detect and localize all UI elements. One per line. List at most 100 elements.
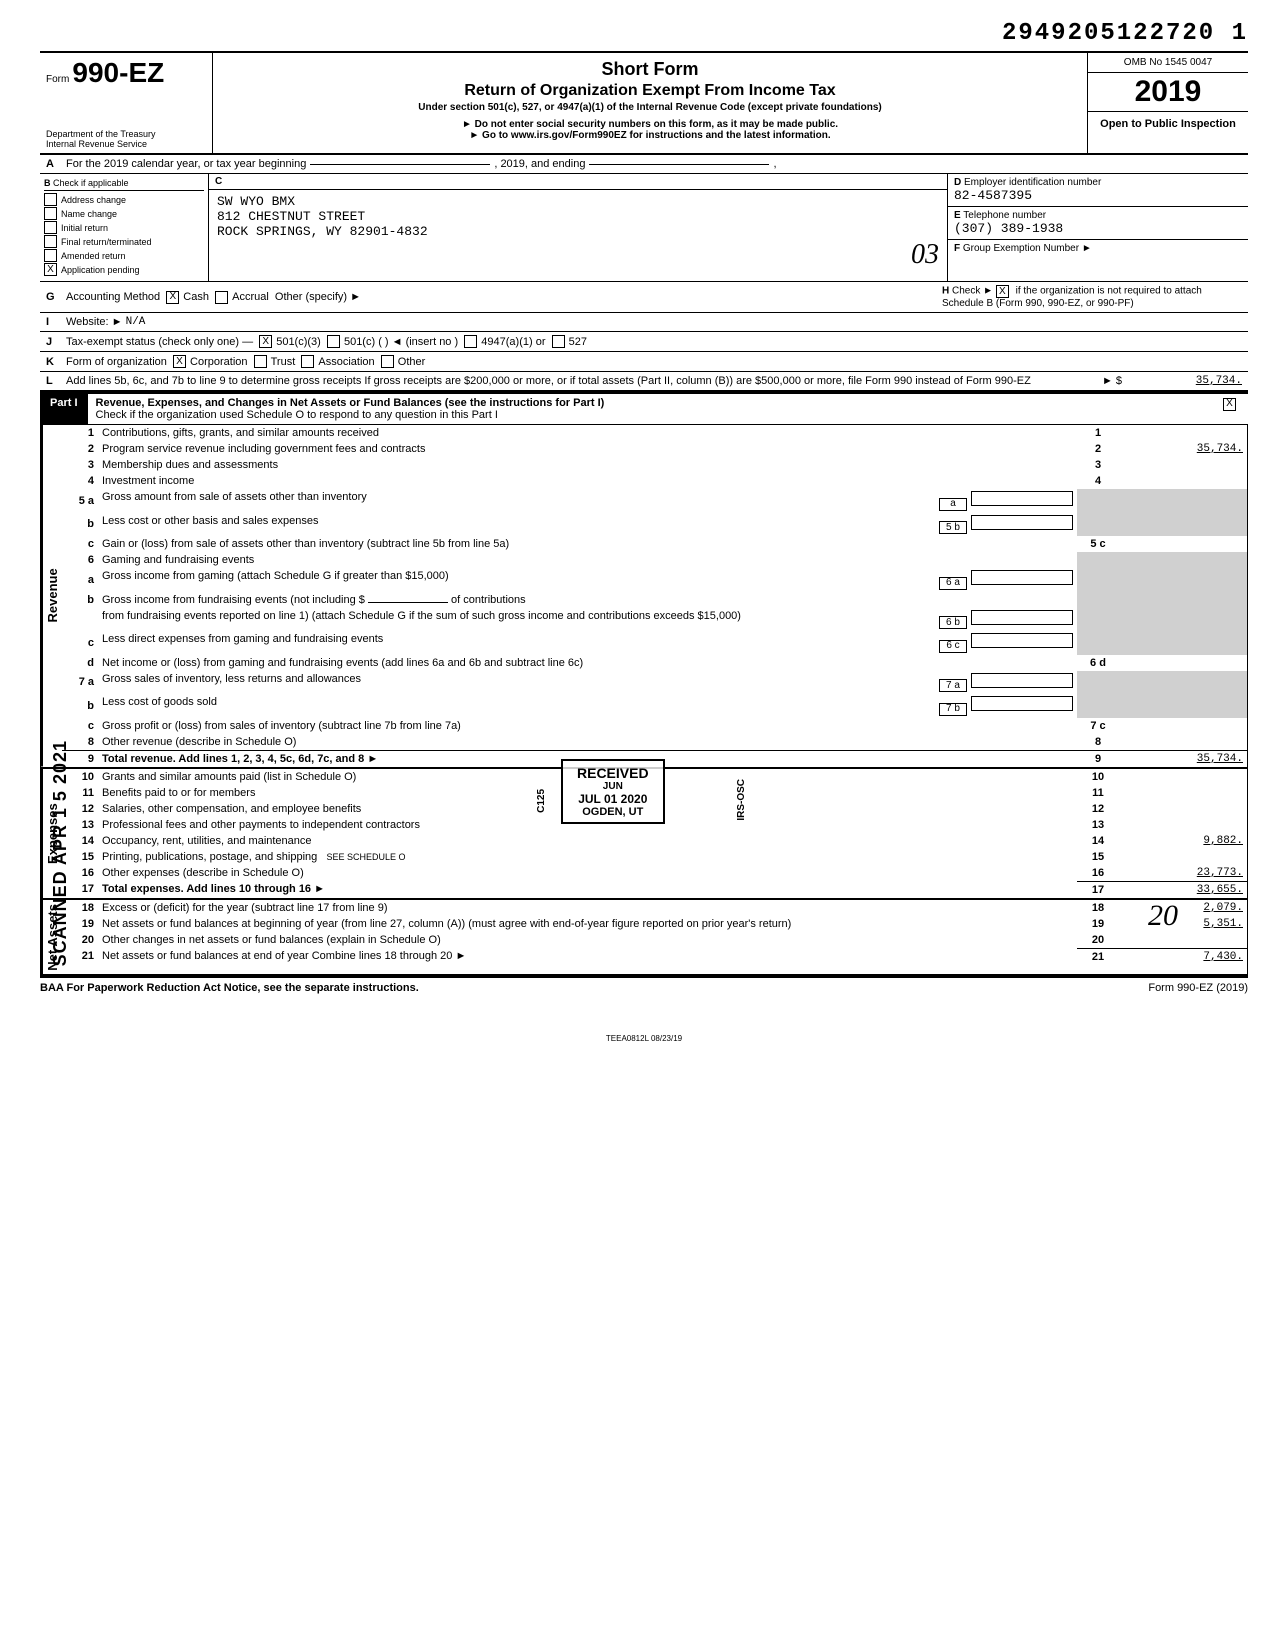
revenue-section: Revenue 1Contributions, gifts, grants, a… (40, 425, 1248, 767)
g-label: G (46, 291, 66, 303)
e-label: E (954, 210, 961, 221)
tax-year: 2019 (1088, 73, 1248, 112)
line6d-desc: Net income or (loss) from gaming and fun… (98, 655, 1077, 671)
box-6c: 6 c (939, 640, 967, 653)
line-a-text: For the 2019 calendar year, or tax year … (66, 158, 306, 170)
lbl-initial-return: Initial return (61, 223, 108, 233)
dept-irs: Internal Revenue Service (46, 139, 206, 149)
cb-schedule-o[interactable]: X (1223, 398, 1236, 411)
line1-amt (1119, 425, 1247, 441)
lbl-accrual: Accrual (232, 291, 269, 303)
footer-right: Form 990-EZ (2019) (1148, 982, 1248, 994)
line9-desc: Total revenue. Add lines 1, 2, 3, 4, 5c,… (102, 753, 364, 765)
cb-final-return[interactable] (44, 235, 57, 248)
lbl-trust: Trust (271, 356, 296, 368)
f-text: Group Exemption Number ► (963, 243, 1092, 254)
j-text: Tax-exempt status (check only one) — (66, 336, 253, 348)
line8-desc: Other revenue (describe in Schedule O) (98, 734, 1077, 751)
omb-number: OMB No 1545 0047 (1088, 53, 1248, 73)
note-ssn: ► Do not enter social security numbers o… (221, 119, 1079, 130)
line5b-desc: Less cost or other basis and sales expen… (102, 515, 318, 527)
cb-amended[interactable] (44, 249, 57, 262)
box-5b: 5 b (939, 521, 967, 534)
cb-h[interactable]: X (996, 285, 1009, 298)
cb-other-org[interactable] (381, 355, 394, 368)
box-6a: 6 a (939, 577, 967, 590)
line7b-desc: Less cost of goods sold (102, 696, 217, 708)
expenses-side-label: Expenses (41, 769, 62, 898)
line21-desc: Net assets or fund balances at end of ye… (102, 950, 452, 962)
block-bc-def: B Check if applicable Address change Nam… (40, 174, 1248, 282)
box-7a: 7 a (939, 679, 967, 692)
d-text: Employer identification number (964, 177, 1101, 188)
lbl-app-pending: Application pending (61, 265, 140, 275)
line15-desc: Printing, publications, postage, and shi… (102, 851, 317, 863)
line5a-desc: Gross amount from sale of assets other t… (102, 491, 367, 503)
revenue-side-label: Revenue (41, 425, 62, 767)
netassets-side-label: Net Assets (41, 900, 62, 975)
arrow-icon: ► (314, 883, 325, 895)
l-arrow: ► $ (1102, 375, 1122, 387)
part1-header: Part I Revenue, Expenses, and Changes in… (40, 392, 1248, 425)
handwritten-03: 03 (911, 239, 939, 270)
cb-initial-return[interactable] (44, 221, 57, 234)
c-label: C (209, 174, 947, 190)
col-b: B Check if applicable Address change Nam… (40, 174, 209, 281)
cb-501c3[interactable]: X (259, 335, 272, 348)
stamp-irsosc: IRS-OSC (736, 779, 747, 821)
lbl-final-return: Final return/terminated (61, 237, 152, 247)
line-g-h: G Accounting Method XCash Accrual Other … (40, 282, 1248, 313)
note-url: ► Go to www.irs.gov/Form990EZ for instru… (221, 130, 1079, 141)
line20-desc: Other changes in net assets or fund bala… (98, 932, 1077, 949)
cb-corp[interactable]: X (173, 355, 186, 368)
cb-trust[interactable] (254, 355, 267, 368)
line-k: K Form of organization XCorporation Trus… (40, 352, 1248, 372)
i-text: Website: ► (66, 316, 123, 328)
lbl-other-method: Other (specify) ► (275, 291, 361, 303)
lbl-527: 527 (569, 336, 587, 348)
line2-amt: 35,734. (1119, 441, 1247, 457)
line-a-end: , (773, 158, 776, 170)
cb-address-change[interactable] (44, 193, 57, 206)
title-return: Return of Organization Exempt From Incom… (221, 82, 1079, 100)
see-sched-o: SEE SCHEDULE O (326, 852, 405, 862)
expenses-section: Expenses RECEIVED JUN JUL 01 2020 OGDEN,… (40, 767, 1248, 898)
cb-app-pending[interactable]: X (44, 263, 57, 276)
cb-527[interactable] (552, 335, 565, 348)
org-addr1: 812 CHESTNUT STREET (217, 209, 939, 224)
line-l: L Add lines 5b, 6c, and 7b to line 9 to … (40, 372, 1248, 392)
line1-desc: Contributions, gifts, grants, and simila… (98, 425, 1077, 441)
lbl-cash: Cash (183, 291, 209, 303)
cb-name-change[interactable] (44, 207, 57, 220)
box-6b: 6 b (939, 616, 967, 629)
cb-4947[interactable] (464, 335, 477, 348)
lbl-name-change: Name change (61, 209, 117, 219)
stamp-date: JUL 01 2020 (577, 792, 649, 806)
line19-desc: Net assets or fund balances at beginning… (98, 916, 1077, 932)
netassets-section: Net Assets 18Excess or (deficit) for the… (40, 898, 1248, 977)
j-label: J (46, 336, 66, 348)
line9-amt: 35,734. (1119, 750, 1247, 767)
footer-tiny: TEEA0812L 08/23/19 (40, 1034, 1248, 1043)
open-to-public: Open to Public Inspection (1088, 112, 1248, 136)
form-header: Form 990-EZ Department of the Treasury I… (40, 51, 1248, 155)
line6b2-desc: from fundraising events reported on line… (102, 610, 741, 622)
cb-cash[interactable]: X (166, 291, 179, 304)
form-prefix: Form (46, 74, 69, 85)
cb-assoc[interactable] (301, 355, 314, 368)
cb-accrual[interactable] (215, 291, 228, 304)
line17-amt: 33,655. (1119, 881, 1247, 898)
col-def: D Employer identification number 82-4587… (947, 174, 1248, 281)
line3-desc: Membership dues and assessments (98, 457, 1077, 473)
part1-sub: Check if the organization used Schedule … (96, 409, 498, 421)
lbl-501c: 501(c) ( ) ◄ (insert no ) (344, 336, 458, 348)
line16-desc: Other expenses (describe in Schedule O) (98, 865, 1077, 882)
line7a-desc: Gross sales of inventory, less returns a… (102, 673, 361, 685)
h-text1: Check ► (952, 286, 993, 297)
stamp-c125: C125 (536, 789, 547, 813)
form-number: 990-EZ (72, 57, 164, 88)
i-label: I (46, 316, 66, 328)
e-text: Telephone number (963, 210, 1046, 221)
ein-value: 82-4587395 (954, 188, 1032, 203)
cb-501c[interactable] (327, 335, 340, 348)
